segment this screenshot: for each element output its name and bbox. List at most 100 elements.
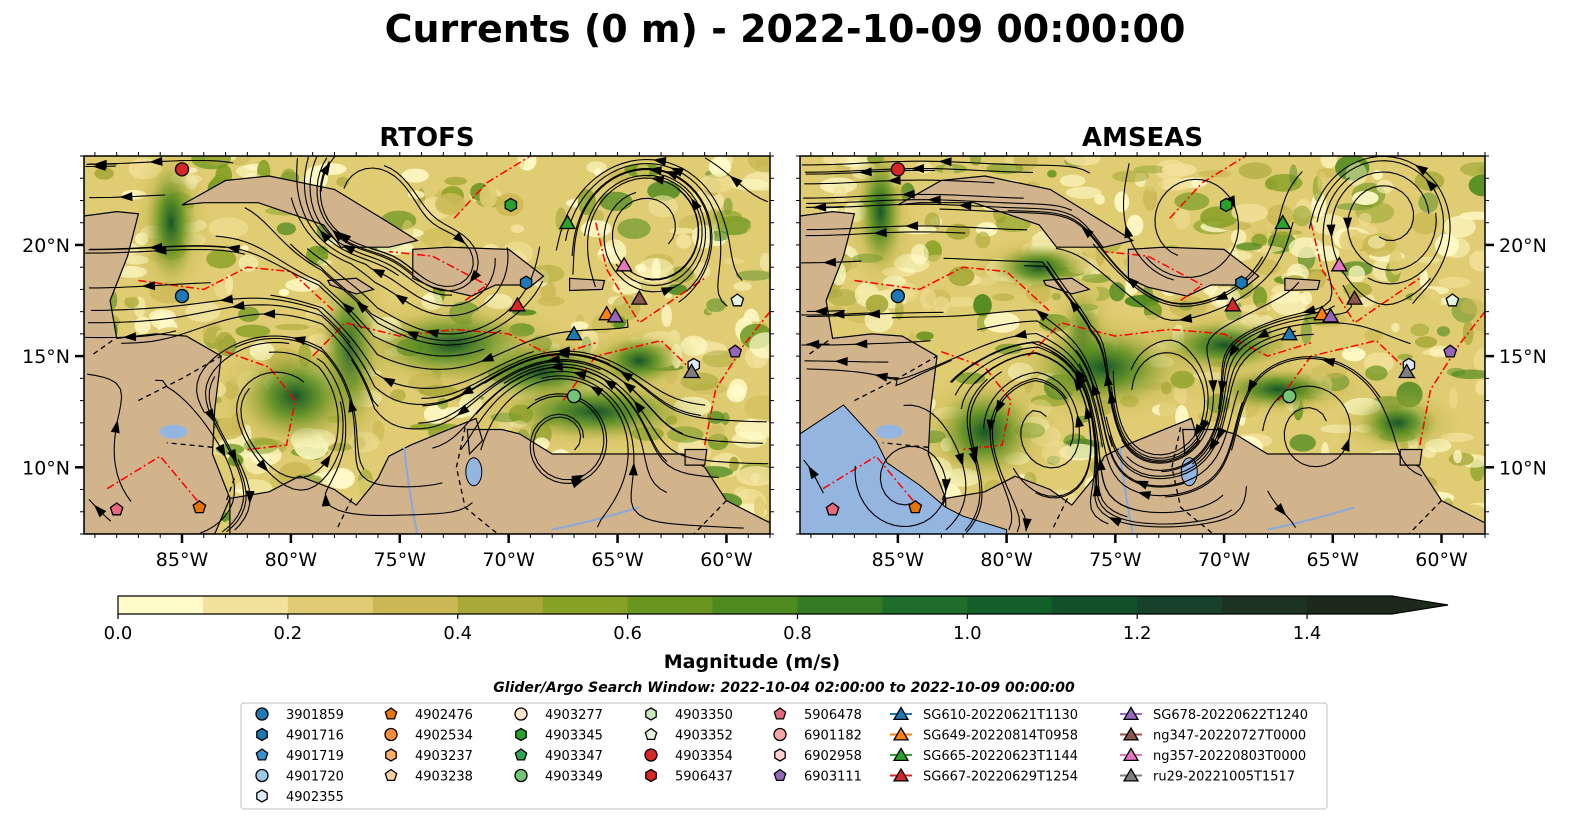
colorbar-segment — [542, 596, 629, 614]
legend-label: 4903354 — [675, 749, 733, 764]
lake-nicaragua — [159, 424, 188, 439]
colorbar-label: Magnitude (m/s) — [664, 651, 841, 673]
streamlines — [800, 156, 1451, 533]
glider-marker-SG665-20220623T1144 — [558, 214, 577, 230]
rivers — [403, 447, 640, 534]
legend-item: 4902476 — [384, 707, 473, 723]
colorbar-tick-label: 0.8 — [783, 623, 812, 644]
legend-label: 4902534 — [415, 729, 473, 744]
streamlines — [85, 156, 769, 534]
legend-item: 4903352 — [644, 727, 733, 744]
colorbar-segment — [797, 596, 883, 614]
legend-item: 4903345 — [515, 727, 603, 744]
float-marker-4903349 — [1282, 388, 1297, 404]
legend-item: SG649-20220814T0958 — [890, 726, 1078, 744]
float-marker-4901716 — [519, 275, 533, 290]
x-tick-label: 80°W — [265, 549, 318, 571]
legend-float-icon — [774, 748, 786, 762]
float-marker-4903354 — [890, 162, 906, 177]
legend-float-icon — [255, 748, 269, 761]
colorbar: 0.0 0.2 0.4 0.6 0.8 1.0 1.2 1.4 — [104, 595, 1449, 644]
colorbar-segment — [372, 596, 459, 614]
legend-label: 5906478 — [804, 708, 862, 723]
colorbar-segment — [712, 596, 798, 614]
colorbar-tick-label: 1.0 — [953, 623, 982, 644]
float-marker-6903111 — [728, 344, 743, 358]
x-tick-label: 75°W — [374, 549, 427, 571]
x-tick-label: 85°W — [872, 549, 925, 571]
float-marker-4903354 — [174, 162, 190, 177]
legend-item: 4901720 — [255, 768, 344, 785]
colorbar-segment — [1222, 596, 1308, 614]
land — [84, 156, 770, 534]
legend-item: 5906478 — [773, 707, 862, 723]
float-marker-4903345 — [504, 197, 518, 213]
legend-item: SG665-20220623T1144 — [890, 747, 1078, 764]
x-tick-label: 85°W — [156, 549, 209, 571]
legend-item: 4903354 — [644, 748, 733, 764]
colorbar-segment — [967, 596, 1053, 614]
lake-maracaibo — [465, 457, 483, 487]
colorbar-segment — [457, 596, 544, 614]
x-tick-label: 65°W — [591, 549, 644, 571]
eez-boundaries — [821, 156, 1485, 502]
legend-glider-icon — [1122, 747, 1140, 762]
colorbar-segment — [118, 596, 204, 614]
panel-amseas: AMSEAS 85°W 80°W 75°W 70°W 65°W 60°W 20°N 15°N 10… — [796, 123, 1547, 571]
legend-label: ng357-20220803T0000 — [1153, 749, 1306, 764]
legend-label: 4903277 — [545, 708, 603, 723]
x-tick-label: 70°W — [1198, 549, 1251, 571]
legend-label: 4903352 — [675, 729, 733, 744]
glider-marker-ru29-20221005T1517 — [682, 363, 701, 379]
glider-marker-SG665-20220623T1144 — [1274, 214, 1292, 230]
float-marker-4902476 — [908, 499, 923, 514]
glider-marker-SG678-20220622T1240 — [606, 307, 624, 323]
legend-glider-icon — [892, 726, 910, 741]
legend-label: 4903345 — [545, 729, 603, 744]
panel-title: AMSEAS — [1082, 123, 1203, 153]
legend-label: 4902476 — [415, 708, 473, 723]
legend-float-icon — [256, 727, 268, 742]
legend-label: 4901720 — [286, 770, 344, 785]
colorbar-segment — [1307, 596, 1393, 614]
legend-label: SG667-20220629T1254 — [923, 770, 1078, 785]
legend-label: 6901182 — [804, 729, 862, 744]
legend-float-icon — [645, 768, 657, 783]
y-tick-label: 15°N — [1499, 346, 1547, 368]
glider-marker-SG678-20220622T1240 — [1321, 307, 1340, 323]
glider-marker-ng347-20220727T0000 — [1345, 289, 1364, 305]
glider-marker-SG667-20220629T1254 — [508, 296, 526, 312]
glider-marker-SG610-20220621T1130 — [1280, 325, 1298, 341]
minor-ticks — [80, 152, 774, 538]
legend-float-icon — [514, 707, 528, 721]
colorbar-tick-label: 0.2 — [274, 623, 303, 644]
search-window-label: Glider/Argo Search Window: 2022-10-04 02… — [493, 680, 1075, 696]
glider-marker-SG610-20220621T1130 — [565, 325, 583, 341]
figure-title: Currents (0 m) - 2022-10-09 00:00:00 — [385, 7, 1186, 51]
legend-label: SG610-20220621T1130 — [923, 708, 1078, 723]
x-tick-label: 70°W — [482, 549, 535, 571]
float-marker-3901859 — [890, 288, 906, 304]
x-tick-label: 60°W — [1415, 549, 1468, 571]
legend-item: 5906437 — [645, 768, 733, 785]
legend-label: 4901719 — [286, 749, 344, 764]
y-tick-label: 20°N — [1499, 235, 1547, 257]
glider-marker-ng357-20220803T0000 — [1330, 256, 1348, 272]
y-tick-label: 10°N — [22, 457, 70, 479]
legend-item: 4903237 — [385, 748, 473, 764]
legend-item: 4902534 — [384, 727, 473, 744]
colorbar-tick-label: 0.4 — [443, 623, 472, 644]
float-marker-6903111 — [1443, 344, 1458, 358]
glider-marker-ng357-20220803T0000 — [615, 256, 633, 272]
legend-float-icon — [645, 707, 657, 721]
legend-label: ru29-20221005T1517 — [1153, 770, 1295, 785]
float-marker-4901716 — [1235, 275, 1248, 290]
legend-glider-icon — [892, 747, 910, 762]
colorbar-tick-label: 0.6 — [613, 623, 642, 644]
legend-item: 3901859 — [255, 707, 344, 723]
legend-label: 5906437 — [675, 770, 733, 785]
float-marker-4903345 — [1219, 197, 1233, 213]
colorbar-segment — [882, 596, 968, 614]
x-tick-label: 80°W — [980, 549, 1033, 571]
